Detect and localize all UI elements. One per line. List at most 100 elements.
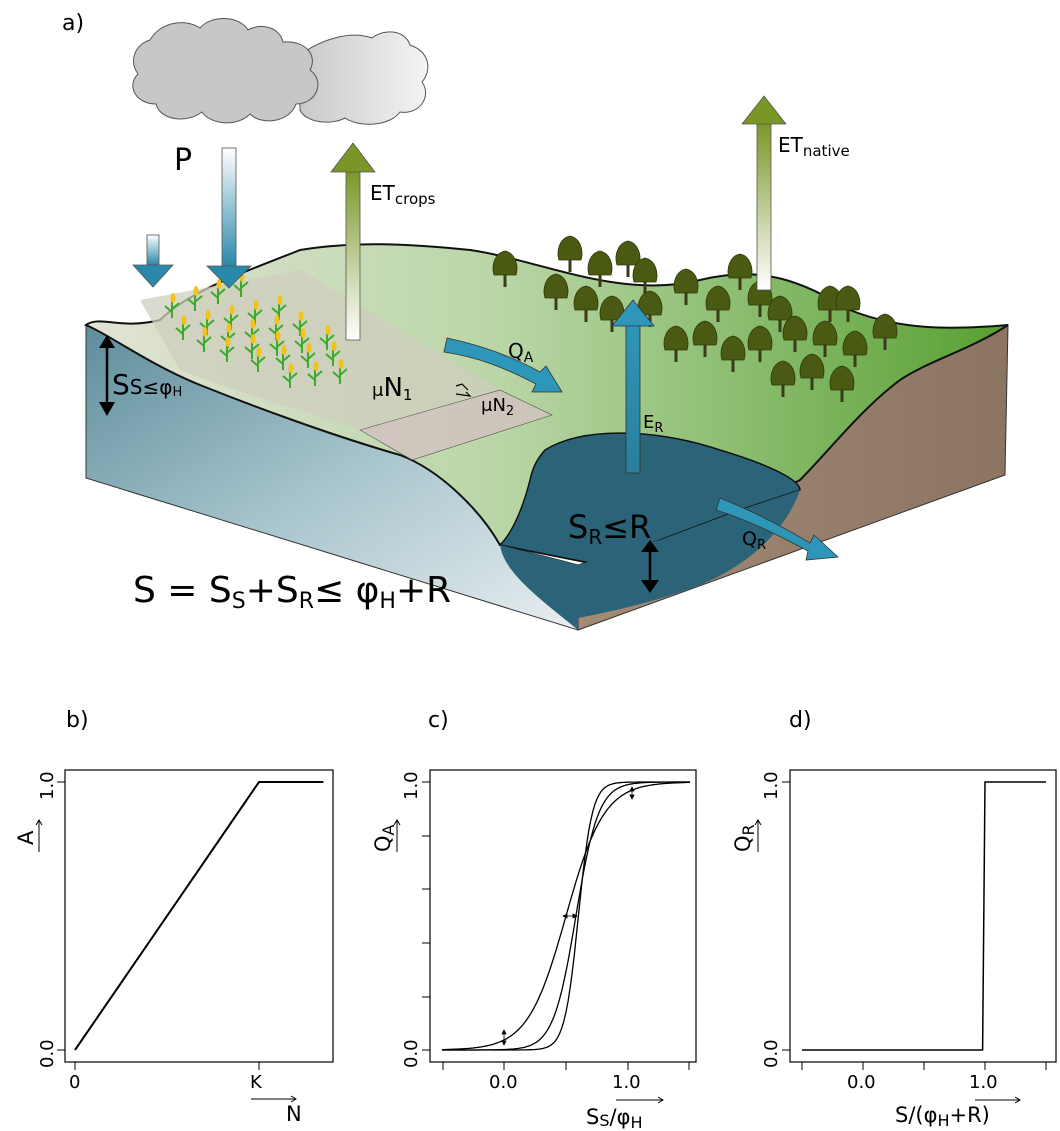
axis-arrow-x-c — [616, 1096, 664, 1104]
tree-icon — [615, 240, 641, 277]
tree-icon — [673, 268, 699, 305]
qr-label: QR — [742, 528, 766, 553]
crop-plant — [196, 327, 212, 352]
series-curve-c-2 — [442, 781, 690, 1051]
plot-frame-c — [429, 769, 697, 1063]
soil-storage-label: SS≤φH — [112, 368, 182, 401]
axis-arrow-x-d — [975, 1096, 1021, 1104]
y-tick-b-1: 1.0 — [37, 771, 58, 800]
y-label-d: QR — [731, 824, 758, 852]
x-tick-c-0: 0.0 — [489, 1072, 518, 1093]
tree-icon — [692, 320, 718, 357]
x-tick-b-1: K — [250, 1072, 263, 1093]
crop-plant — [294, 328, 310, 353]
tree-icon — [842, 330, 868, 367]
crop-plant — [307, 361, 323, 386]
crop-plant — [282, 363, 298, 388]
spread-indicators — [501, 786, 635, 1046]
crop-plant — [332, 359, 348, 384]
cloud-icon — [132, 18, 429, 125]
qr-arrow — [715, 497, 839, 561]
panel-d: d) 0.0 1.0 0.0 1.0 S/(φH+R) QR — [731, 708, 1057, 1130]
series-line-b — [74, 781, 324, 1051]
reservoir-storage-label: SR≤R — [568, 508, 651, 549]
crops — [164, 272, 348, 388]
qa-label: QA — [508, 339, 534, 366]
mun1-label: μN1 — [372, 373, 412, 404]
axis-arrow-y-d — [754, 819, 762, 852]
tree-icon — [782, 315, 808, 352]
crop-plant — [275, 345, 291, 370]
panel-d-label: d) — [789, 708, 812, 733]
x-label-c: SS/φH — [586, 1105, 642, 1131]
er-label: ER — [643, 412, 663, 436]
plot-frame-b — [64, 769, 334, 1063]
tree-icon — [663, 325, 689, 362]
panel-a-label: a) — [62, 11, 84, 36]
tree-icon — [812, 320, 838, 357]
tree-icon — [637, 290, 663, 327]
tree-icon — [492, 250, 518, 287]
crop-plant — [269, 331, 285, 356]
evaporation-arrow — [611, 299, 655, 474]
crop-field-2 — [359, 389, 553, 461]
panel-b-label: b) — [66, 708, 89, 733]
axis-ticks-b — [57, 781, 260, 1070]
tree-icon — [799, 353, 825, 390]
axis-arrow-y-c — [393, 819, 401, 852]
crop-plant — [223, 305, 239, 330]
y-tick-d-0: 0.0 — [761, 1039, 782, 1068]
tree-icon — [573, 285, 599, 322]
x-label-d: S/(φH+R) — [895, 1103, 990, 1130]
tree-icon — [543, 273, 569, 310]
tree-icon — [829, 365, 855, 402]
y-tick-d-1: 1.0 — [761, 771, 782, 800]
x-label-b: N — [286, 1102, 302, 1126]
et-native-label: ETnative — [778, 133, 850, 160]
panel-a: a) — [62, 11, 1009, 631]
et-crops-arrow — [330, 142, 376, 341]
tree-icon — [770, 360, 796, 397]
crop-plant — [219, 337, 235, 362]
tree-icon — [557, 235, 583, 272]
crop-plant — [187, 286, 203, 311]
y-tick-c-1: 1.0 — [401, 771, 422, 800]
et-native-arrow — [741, 95, 787, 291]
mu-exchange-icon — [455, 383, 472, 397]
tree-icon — [705, 285, 731, 322]
precip-arrow — [206, 147, 252, 289]
y-tick-b-0: 0.0 — [37, 1039, 58, 1068]
reservoir-storage-arrow — [641, 540, 659, 593]
tree-icon — [727, 253, 753, 290]
tree-icon — [747, 325, 773, 362]
y-label-b: A — [14, 830, 38, 845]
qa-arrow — [443, 337, 563, 393]
y-tick-c-0: 0.0 — [401, 1039, 422, 1068]
series-step-d — [802, 781, 1046, 1051]
mun2-label: μN2 — [481, 395, 514, 419]
crop-plant — [300, 343, 316, 368]
axis-ticks-c — [422, 781, 690, 1070]
axis-arrow-y-b — [35, 819, 43, 852]
tree-icon — [767, 295, 793, 332]
panel-c-label: c) — [428, 708, 449, 733]
plot-frame-d — [789, 769, 1057, 1063]
precip-label: P — [174, 143, 192, 178]
storage-equation: S = SS+SR≤ φH+R — [133, 570, 451, 614]
crop-plant — [244, 334, 260, 359]
tree-icon — [632, 257, 658, 294]
soil-storage-arrow — [99, 335, 115, 416]
x-tick-c-1: 1.0 — [612, 1072, 641, 1093]
crop-plant — [325, 341, 341, 366]
crop-plant — [271, 295, 287, 320]
crop-plant — [292, 311, 308, 336]
reservoir-side — [578, 490, 800, 618]
x-tick-d-0: 0.0 — [847, 1072, 876, 1093]
y-label-c: QA — [371, 824, 398, 852]
precip-arrow-small — [132, 234, 174, 288]
axis-arrow-x-b — [251, 1095, 297, 1103]
tree-icon — [720, 335, 746, 372]
plot-b — [74, 781, 324, 1051]
x-tick-d-1: 1.0 — [969, 1072, 998, 1093]
